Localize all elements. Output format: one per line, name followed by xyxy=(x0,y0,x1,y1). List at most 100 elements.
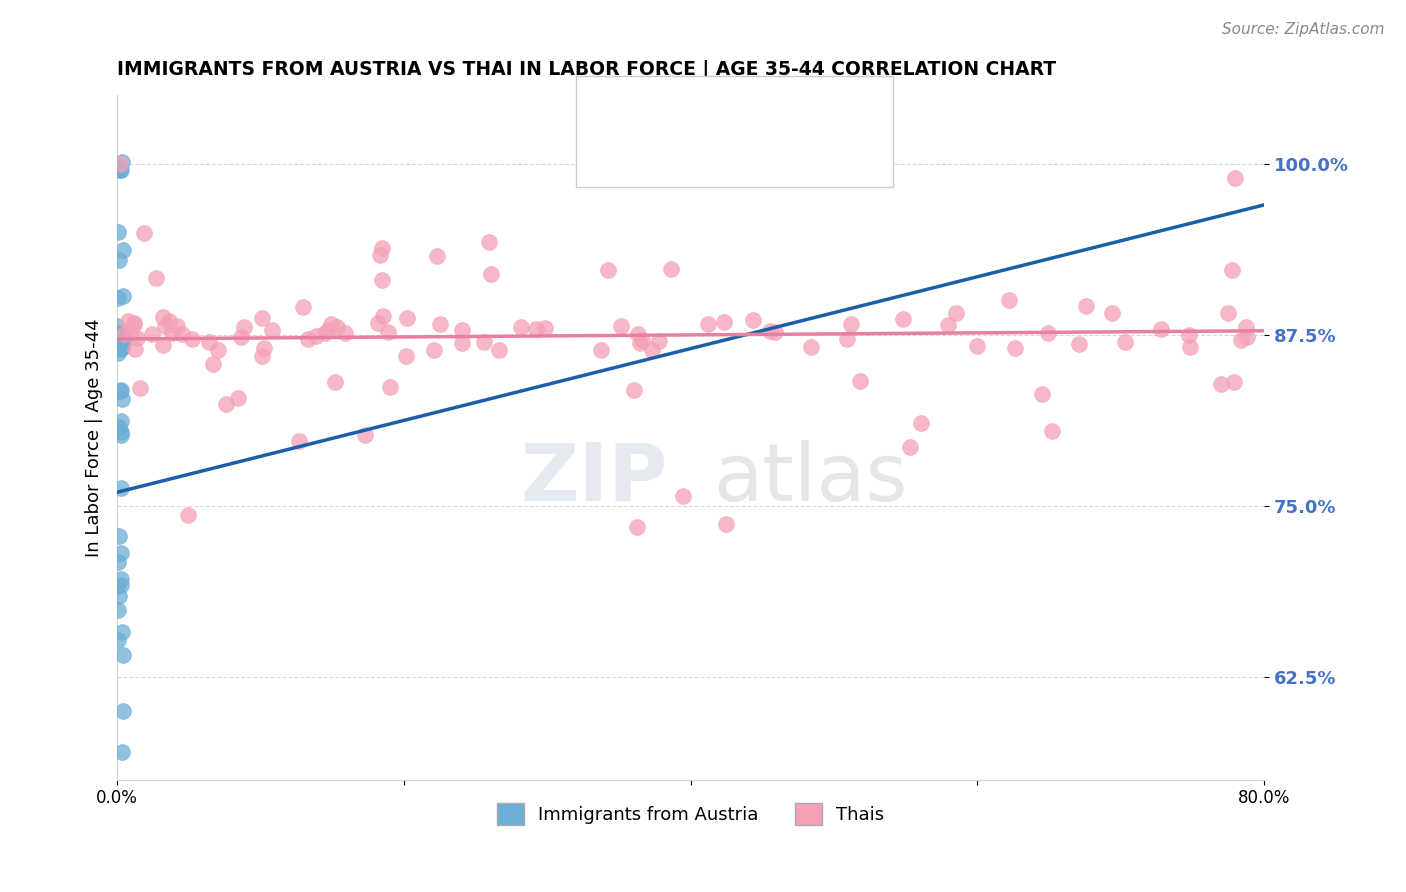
Text: 0.331: 0.331 xyxy=(668,104,731,122)
Point xyxy=(105,579,128,593)
Point xyxy=(305,329,328,343)
Point xyxy=(110,342,132,356)
Point xyxy=(108,327,131,342)
Point xyxy=(1230,333,1253,347)
Point xyxy=(1225,170,1247,185)
Point xyxy=(353,428,375,442)
Point xyxy=(423,343,446,357)
Point xyxy=(111,745,134,759)
Point xyxy=(1004,341,1026,355)
Point xyxy=(111,326,134,341)
Point xyxy=(111,327,134,342)
Point xyxy=(316,322,339,336)
Point xyxy=(152,338,174,352)
Point xyxy=(108,384,131,399)
Point xyxy=(839,317,862,331)
Point xyxy=(111,624,134,639)
Point xyxy=(111,341,134,355)
Point xyxy=(110,425,132,439)
Point xyxy=(107,161,129,175)
Text: 0.055: 0.055 xyxy=(668,147,731,165)
Point xyxy=(229,330,252,344)
Point xyxy=(107,346,129,360)
Point xyxy=(641,343,664,357)
Point xyxy=(107,633,129,648)
Point xyxy=(450,335,472,350)
Point xyxy=(1236,330,1258,344)
Point xyxy=(1216,306,1239,320)
Point xyxy=(110,383,132,397)
Point xyxy=(661,261,683,276)
Point xyxy=(111,704,134,718)
Point xyxy=(759,324,782,338)
Point xyxy=(371,309,394,323)
Point xyxy=(533,320,555,334)
Point xyxy=(628,335,651,350)
Point xyxy=(111,648,134,662)
Point xyxy=(111,335,134,350)
Point xyxy=(630,333,652,347)
Point xyxy=(250,310,273,325)
Point xyxy=(122,316,145,330)
Point xyxy=(157,314,180,328)
Point xyxy=(132,226,155,240)
Point xyxy=(291,301,314,315)
Point xyxy=(472,334,495,349)
Point xyxy=(110,572,132,586)
Point xyxy=(108,157,131,171)
Point xyxy=(898,440,921,454)
Point xyxy=(111,289,134,303)
Point xyxy=(450,323,472,337)
Point xyxy=(1040,425,1063,439)
FancyBboxPatch shape xyxy=(595,104,626,124)
Point xyxy=(479,268,502,282)
Point xyxy=(1038,326,1060,341)
Point xyxy=(380,380,402,394)
Point xyxy=(181,332,204,346)
Point xyxy=(117,314,139,328)
Point xyxy=(1223,375,1246,389)
Point xyxy=(488,343,510,358)
Point xyxy=(509,319,531,334)
Point xyxy=(107,327,129,342)
Point xyxy=(741,313,763,327)
Point xyxy=(226,391,249,405)
Point xyxy=(910,417,932,431)
Point xyxy=(166,319,188,334)
Point xyxy=(108,162,131,177)
Point xyxy=(319,317,342,331)
Point xyxy=(1220,263,1243,277)
Point xyxy=(314,326,336,340)
Point xyxy=(371,241,394,255)
Point xyxy=(288,434,311,449)
Point xyxy=(233,320,256,334)
Point xyxy=(713,315,735,329)
Point xyxy=(177,508,200,522)
Point xyxy=(253,342,276,356)
Point xyxy=(107,326,129,341)
Point xyxy=(110,414,132,428)
Text: Source: ZipAtlas.com: Source: ZipAtlas.com xyxy=(1222,22,1385,37)
Point xyxy=(610,318,633,333)
Point xyxy=(172,327,194,342)
Point xyxy=(108,327,131,342)
Point xyxy=(107,225,129,239)
Point xyxy=(145,270,167,285)
Text: atlas: atlas xyxy=(714,440,908,517)
Point xyxy=(478,235,501,250)
Point xyxy=(596,263,619,277)
Point xyxy=(207,343,229,357)
Point xyxy=(108,326,131,341)
Point xyxy=(1114,334,1136,349)
Point xyxy=(198,334,221,349)
Point xyxy=(141,326,163,341)
Y-axis label: In Labor Force | Age 35-44: In Labor Force | Age 35-44 xyxy=(86,318,103,557)
Point xyxy=(429,317,451,331)
Point xyxy=(108,326,131,341)
Point xyxy=(626,519,648,533)
Text: IMMIGRANTS FROM AUSTRIA VS THAI IN LABOR FORCE | AGE 35-44 CORRELATION CHART: IMMIGRANTS FROM AUSTRIA VS THAI IN LABOR… xyxy=(117,60,1056,79)
Point xyxy=(107,555,129,569)
Point xyxy=(110,481,132,495)
Point xyxy=(623,384,645,398)
Point xyxy=(1234,320,1257,334)
